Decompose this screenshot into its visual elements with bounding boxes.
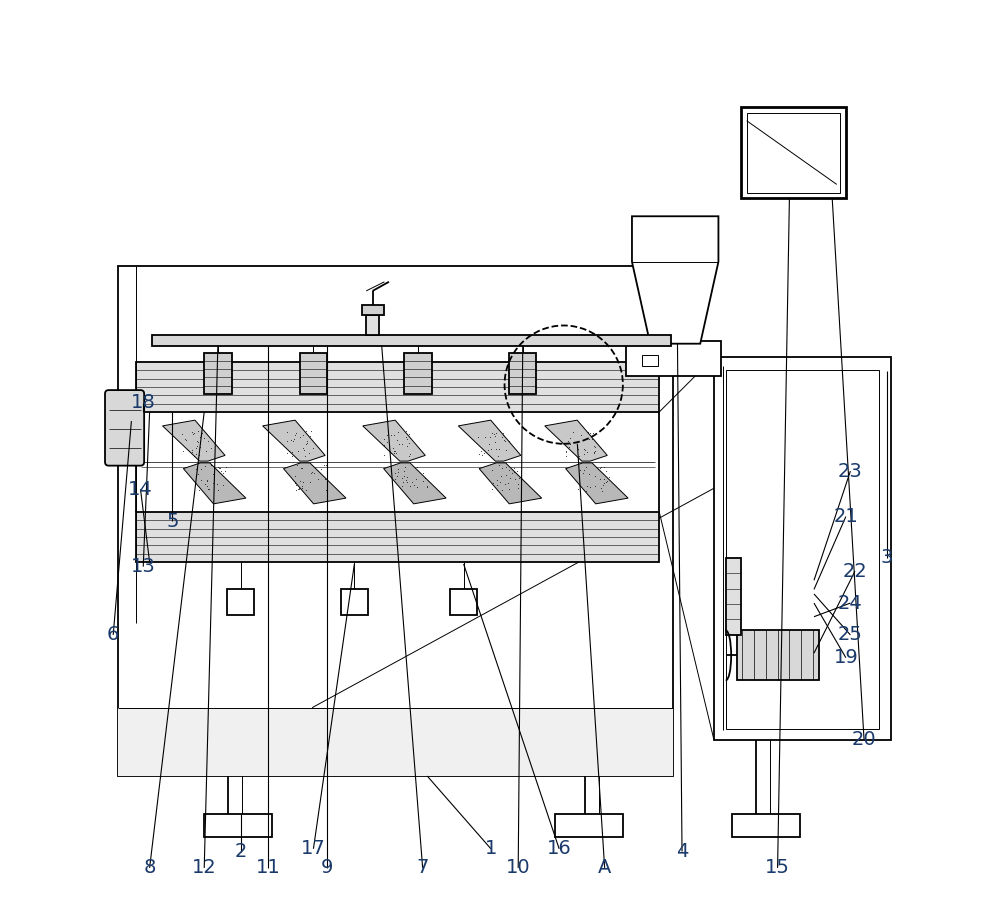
Text: 6: 6 bbox=[107, 626, 119, 644]
Text: 7: 7 bbox=[416, 858, 429, 878]
Text: 8: 8 bbox=[143, 858, 156, 878]
Bar bbox=[152, 334, 671, 346]
Text: 3: 3 bbox=[881, 548, 893, 567]
Bar bbox=[118, 708, 673, 776]
Text: 10: 10 bbox=[506, 858, 531, 878]
Polygon shape bbox=[384, 463, 446, 504]
Bar bbox=[341, 590, 368, 614]
Bar bbox=[737, 630, 819, 680]
Text: 20: 20 bbox=[852, 730, 876, 749]
Bar bbox=[626, 341, 721, 375]
FancyBboxPatch shape bbox=[105, 390, 144, 466]
Text: 18: 18 bbox=[131, 394, 156, 412]
Text: 5: 5 bbox=[166, 512, 179, 530]
Polygon shape bbox=[263, 420, 325, 461]
Bar bbox=[741, 107, 846, 198]
Polygon shape bbox=[632, 216, 718, 344]
Text: 24: 24 bbox=[838, 593, 863, 613]
Bar bbox=[204, 353, 232, 394]
Text: 19: 19 bbox=[833, 648, 858, 667]
Polygon shape bbox=[183, 463, 246, 504]
Bar bbox=[118, 266, 673, 776]
Bar bbox=[300, 353, 327, 394]
Text: 17: 17 bbox=[301, 839, 326, 858]
Polygon shape bbox=[566, 463, 628, 504]
Bar bbox=[726, 557, 741, 635]
Bar bbox=[642, 355, 658, 367]
Bar bbox=[136, 512, 659, 562]
Bar bbox=[204, 814, 272, 837]
Polygon shape bbox=[163, 420, 225, 461]
Bar bbox=[509, 353, 536, 394]
Text: A: A bbox=[598, 858, 611, 878]
Text: 12: 12 bbox=[192, 858, 217, 878]
Text: 21: 21 bbox=[833, 507, 858, 526]
Polygon shape bbox=[545, 420, 607, 461]
Text: 2: 2 bbox=[234, 842, 247, 861]
Bar bbox=[362, 306, 384, 314]
Text: 13: 13 bbox=[131, 557, 156, 577]
Bar bbox=[136, 362, 659, 412]
Bar bbox=[450, 590, 477, 614]
Bar bbox=[555, 814, 623, 837]
Text: 15: 15 bbox=[765, 858, 790, 878]
Text: 1: 1 bbox=[485, 839, 497, 858]
Bar bbox=[404, 353, 432, 394]
Text: 14: 14 bbox=[128, 480, 153, 499]
Bar bbox=[714, 358, 891, 739]
Bar bbox=[136, 412, 659, 512]
Text: 25: 25 bbox=[838, 626, 863, 644]
Bar bbox=[732, 814, 800, 837]
Bar bbox=[747, 113, 840, 192]
Bar bbox=[726, 371, 879, 729]
Text: 11: 11 bbox=[256, 858, 280, 878]
Text: 4: 4 bbox=[676, 842, 688, 861]
Polygon shape bbox=[479, 463, 542, 504]
Polygon shape bbox=[363, 420, 425, 461]
Text: 22: 22 bbox=[843, 562, 867, 580]
Polygon shape bbox=[283, 463, 346, 504]
Text: 16: 16 bbox=[547, 839, 572, 858]
Text: 9: 9 bbox=[321, 858, 333, 878]
Bar bbox=[366, 314, 379, 334]
Bar bbox=[227, 590, 254, 614]
Text: 23: 23 bbox=[838, 462, 863, 480]
Polygon shape bbox=[458, 420, 521, 461]
